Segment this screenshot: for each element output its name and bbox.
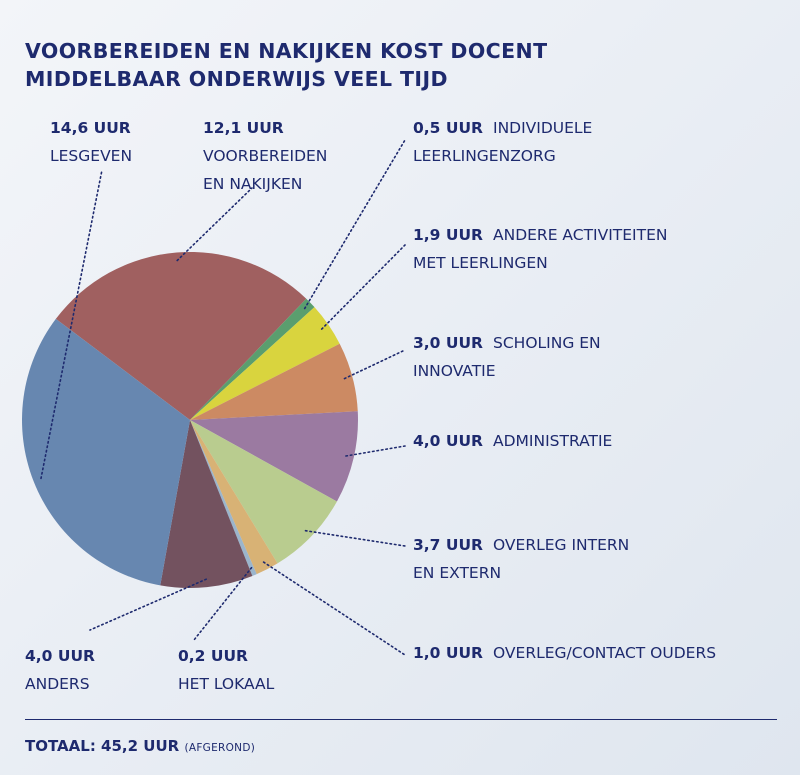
leader-line <box>304 529 406 547</box>
slice-name-label: OVERLEG/CONTACT OUDERS <box>493 644 716 662</box>
pie-slice <box>160 420 253 588</box>
pie-labels: 12,1 UUR VOORBEREIDEN EN NAKIJKEN 0,5 UUR IN… <box>25 119 716 693</box>
leader-line <box>40 169 103 480</box>
pie-slices <box>22 251 359 588</box>
pie-slice <box>190 298 315 420</box>
slice-name-label: VOORBEREIDEN <box>203 147 327 165</box>
slice-value-label: 1,0 UUR <box>413 644 483 662</box>
slice-value-label: 4,0 UUR <box>25 647 95 665</box>
leader-line <box>193 566 253 641</box>
slice-name-label: ADMINISTRATIE <box>493 432 612 450</box>
slice-value-label: 0,2 UUR <box>178 647 248 665</box>
slice-name-label: OVERLEG INTERN <box>493 536 629 554</box>
pie-slice <box>190 420 278 575</box>
slice-value-label: 14,6 UUR <box>50 119 131 137</box>
slice-name-label: INNOVATIE <box>413 362 496 380</box>
slice-value-label: 3,0 UUR <box>413 334 483 352</box>
chart-title-line-1: VOORBEREIDEN EN NAKIJKEN KOST DOCENT <box>25 39 548 63</box>
slice-value-label: 4,0 UUR <box>413 432 483 450</box>
pie-slice <box>190 411 359 502</box>
divider <box>25 719 777 720</box>
leader-line <box>89 578 207 631</box>
leader-line <box>176 187 253 262</box>
pie-slice <box>190 420 257 576</box>
leader-line <box>262 561 406 656</box>
leader-line <box>345 445 406 457</box>
slice-value-label: 3,7 UUR <box>413 536 483 554</box>
pie-slice <box>22 318 190 586</box>
chart-title-line-2: MIDDELBAAR ONDERWIJS VEEL TIJD <box>25 67 448 91</box>
slice-name-label: MET LEERLINGEN <box>413 254 548 272</box>
chart-title: VOORBEREIDEN EN NAKIJKEN KOST DOCENT MID… <box>25 37 547 93</box>
slice-name-label: INDIVIDUELE <box>493 119 592 137</box>
slice-name-label: EN EXTERN <box>413 564 501 582</box>
total-note: (AFGEROND) <box>184 742 256 754</box>
total-line: TOTAAL: 45,2 UUR (AFGEROND) <box>25 737 255 755</box>
slice-name-label: ANDERS <box>25 675 90 693</box>
pie-slice <box>190 343 358 420</box>
pie-slice <box>55 251 307 420</box>
slice-value-label: 0,5 UUR <box>413 119 483 137</box>
slice-name-label: EN NAKIJKEN <box>203 175 302 193</box>
leader-line <box>343 349 406 380</box>
slice-name-label: LEERLINGENZORG <box>413 147 556 165</box>
slice-name-label: ANDERE ACTIVITEITEN <box>493 226 667 244</box>
pie-slice <box>190 420 337 564</box>
pie-slice <box>190 307 340 420</box>
total-label: TOTAAL: 45,2 UUR <box>25 737 180 755</box>
slice-value-label: 12,1 UUR <box>203 119 284 137</box>
slice-name-label: SCHOLING EN <box>493 334 601 352</box>
leader-line <box>303 139 406 310</box>
slice-name-label: LESGEVEN <box>50 147 132 165</box>
leader-line <box>320 244 406 330</box>
slice-name-label: HET LOKAAL <box>178 675 275 693</box>
slice-value-label: 1,9 UUR <box>413 226 483 244</box>
